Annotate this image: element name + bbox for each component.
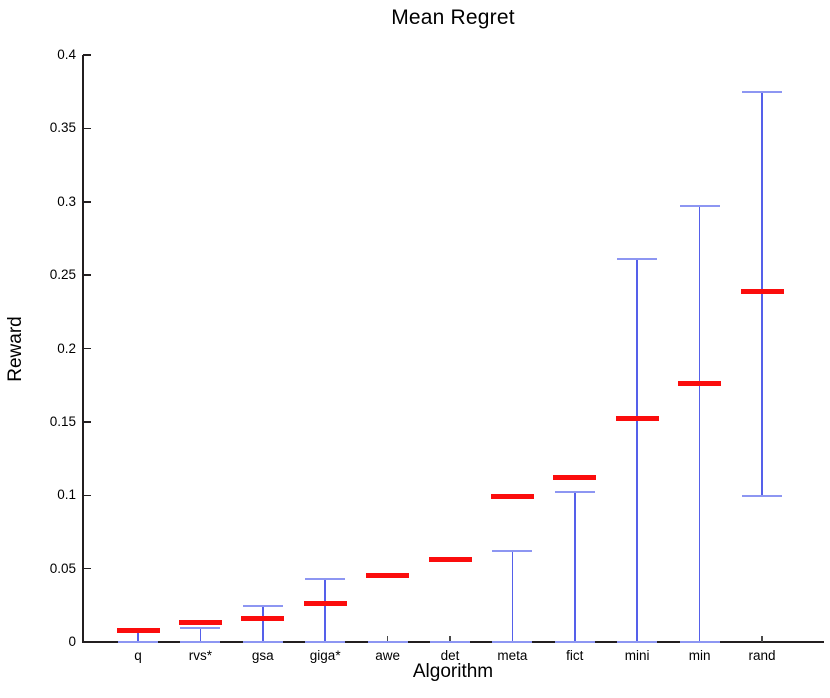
x-tick-det <box>449 636 451 642</box>
y-tick-label-0.4: 0.4 <box>57 47 76 62</box>
whisker-cap-lower-gsa <box>242 641 283 643</box>
y-tick-label-0.2: 0.2 <box>57 340 76 356</box>
whisker-cap-upper-rand <box>742 90 782 93</box>
whisker-cap-upper-awe <box>367 641 408 643</box>
x-tick-label-min: min <box>688 648 711 663</box>
whisker-cap-upper-meta <box>492 550 533 552</box>
whisker-line-rvs* <box>199 628 202 642</box>
x-tick-label-rand: rand <box>748 648 776 663</box>
mean-marker-gsa <box>241 616 285 622</box>
whisker-cap-upper-rvs* <box>180 627 221 630</box>
whisker-cap-lower-mini <box>617 641 658 643</box>
x-axis-title: Algorithm <box>412 661 494 682</box>
whisker-cap-lower-q <box>118 641 158 643</box>
y-tick-0.4 <box>83 54 91 56</box>
whisker-line-min <box>698 206 701 642</box>
whisker-line-fict <box>573 492 576 642</box>
mean-marker-meta <box>490 494 534 500</box>
mean-marker-mini <box>615 416 659 422</box>
x-tick-label-gsa: gsa <box>251 648 274 663</box>
whisker-cap-upper-giga* <box>305 578 346 581</box>
x-tick-label-meta: meta <box>497 648 528 663</box>
y-tick-0.15 <box>83 421 91 423</box>
y-tick-label-0: 0 <box>68 634 76 649</box>
y-tick-0.1 <box>83 494 91 496</box>
y-tick-label-0.15: 0.15 <box>49 413 76 429</box>
mean-marker-q <box>116 627 160 633</box>
whisker-cap-lower-meta <box>492 641 533 643</box>
whisker-cap-upper-fict <box>554 491 595 494</box>
whisker-cap-lower-rand <box>742 494 782 497</box>
y-tick-0.2 <box>83 347 91 350</box>
whisker-cap-lower-giga* <box>305 641 346 643</box>
whisker-line-meta <box>511 551 514 642</box>
whisker-cap-upper-det <box>430 641 470 643</box>
whisker-line-gsa <box>261 606 264 642</box>
x-tick-label-awe: awe <box>375 648 400 663</box>
x-tick-label-rvs*: rvs* <box>188 648 213 663</box>
whisker-cap-lower-fict <box>554 641 595 643</box>
whisker-line-q <box>137 630 139 642</box>
x-tick-label-det: det <box>440 648 460 663</box>
whisker-line-mini <box>636 258 639 642</box>
y-tick-label-0.25: 0.25 <box>49 267 76 283</box>
y-tick-label-0.35: 0.35 <box>49 120 76 136</box>
x-tick-label-giga*: giga* <box>309 648 341 663</box>
x-tick-label-q: q <box>134 648 142 663</box>
mean-marker-rand <box>740 288 784 294</box>
chart-title: Mean Regret <box>391 6 515 29</box>
mean-marker-fict <box>553 475 597 481</box>
whisker-cap-upper-mini <box>617 257 658 260</box>
x-tick-awe <box>387 636 389 642</box>
y-tick-label-0.3: 0.3 <box>57 193 76 209</box>
y-tick-0.25 <box>83 274 91 276</box>
whisker-cap-lower-rvs* <box>180 641 221 643</box>
whisker-line-giga* <box>324 579 327 642</box>
mean-marker-min <box>678 381 722 387</box>
x-tick-label-mini: mini <box>624 648 650 663</box>
y-tick-label-0.1: 0.1 <box>57 487 76 503</box>
x-tick-rand <box>761 636 763 642</box>
y-tick-0 <box>83 641 91 643</box>
y-axis-line <box>82 55 84 642</box>
y-tick-0.05 <box>83 567 91 570</box>
whisker-line-rand <box>761 91 763 496</box>
y-tick-label-0.05: 0.05 <box>49 560 76 576</box>
y-tick-0.35 <box>83 127 91 130</box>
x-tick-label-fict: fict <box>566 648 584 663</box>
mean-marker-rvs* <box>178 620 222 626</box>
whisker-cap-upper-gsa <box>242 605 283 608</box>
whisker-cap-upper-min <box>679 205 720 208</box>
y-tick-0.3 <box>83 201 91 203</box>
mean-marker-giga* <box>303 601 347 607</box>
whisker-cap-lower-min <box>679 641 720 643</box>
mean-marker-det <box>428 557 472 563</box>
mean-marker-awe <box>366 573 410 579</box>
